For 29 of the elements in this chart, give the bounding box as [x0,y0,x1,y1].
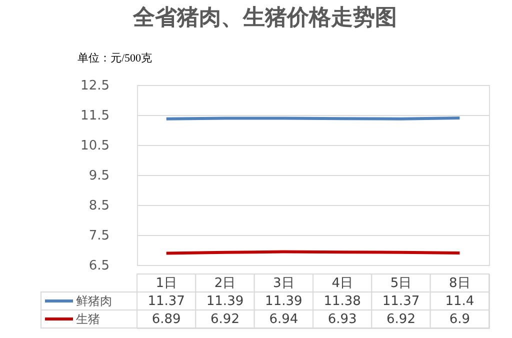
y-tick-label: 12.5 [80,78,110,94]
data-label: 6.92 [210,312,240,327]
y-tick-label: 6.5 [88,258,110,274]
data-label: 11.37 [148,294,185,309]
x-tick-label: 8日 [449,276,470,291]
y-axis-title: 单位：元/500克 [78,52,152,64]
x-tick-label: 4日 [332,276,353,291]
legend-label: 鲜猪肉 [76,294,112,308]
y-tick-label: 10.5 [80,138,110,154]
x-tick-label: 2日 [214,276,236,291]
data-label: 11.38 [324,294,361,309]
y-tick-label: 11.5 [80,108,110,124]
data-label: 6.94 [269,312,298,327]
y-tick-label: 9.5 [88,168,110,184]
x-tick-label: 1日 [156,276,177,291]
x-tick-label: 5日 [390,276,412,291]
y-tick-label: 8.5 [88,198,110,214]
data-label: 6.89 [152,312,181,327]
data-label: 6.93 [328,312,357,327]
legend-label: 生猪 [76,312,100,326]
x-tick-label: 3日 [273,276,294,291]
data-label: 11.39 [265,294,302,309]
data-label: 11.4 [445,294,474,309]
data-label: 6.9 [449,312,470,327]
data-label: 11.37 [382,294,420,309]
chart-title: 全省猪肉、生猪价格走势图 [132,6,397,30]
data-label: 6.92 [386,312,416,327]
y-tick-label: 7.5 [88,228,110,244]
data-label: 11.39 [206,294,244,309]
